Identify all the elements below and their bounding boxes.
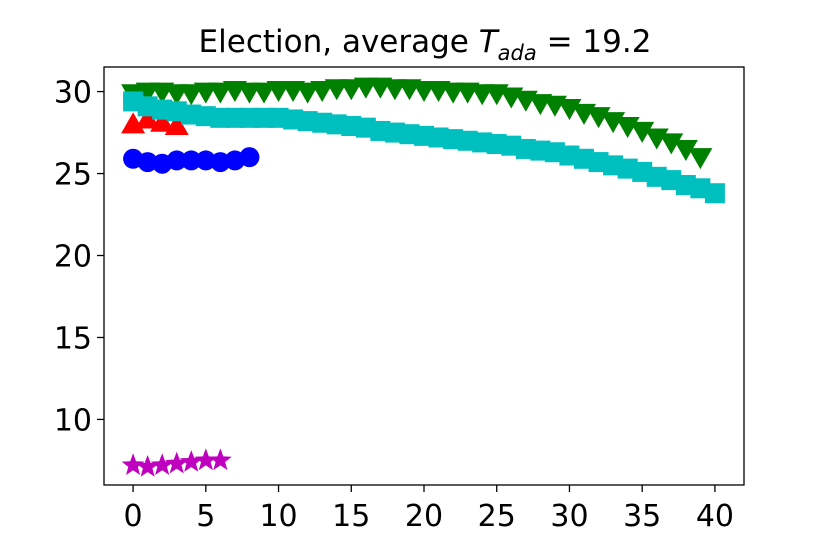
series-3-point-15 — [339, 79, 364, 101]
series-2-point-6 — [209, 448, 232, 471]
x-tick-label-5: 25 — [478, 499, 516, 534]
chart-title-subscript: ada — [498, 41, 537, 65]
axes: 0 5 10 15 20 25 30 35 40 10 15 20 25 30 — [54, 66, 745, 534]
data-marks — [121, 77, 725, 477]
chart-title-prefix: Election, average — [199, 24, 479, 60]
series-2-point-3 — [165, 451, 189, 474]
series-3-point-35 — [630, 121, 655, 143]
chart-title-suffix: = 19.2 — [537, 24, 652, 60]
series-2-point-5 — [194, 448, 218, 471]
series-3-point-12 — [295, 82, 320, 104]
x-tick-label-0: 0 — [124, 499, 143, 534]
chart-title-symbol: T — [479, 24, 500, 60]
series-3-point-6 — [208, 82, 233, 104]
x-tick-label-6: 30 — [550, 499, 588, 534]
series-1-point-6 — [210, 152, 231, 173]
chart-title: Election, average Tada = 19.2 — [199, 24, 652, 65]
x-tick-label-3: 15 — [332, 499, 370, 534]
series-1-point-3 — [166, 150, 187, 171]
series-0-point-1 — [135, 107, 160, 129]
y-tick-label-0: 10 — [54, 403, 92, 438]
series-3-point-38 — [673, 139, 698, 161]
series-2-point-4 — [179, 450, 203, 472]
series-3-point-37 — [659, 133, 684, 155]
x-tick-label-8: 40 — [696, 499, 734, 534]
series-3-point-39 — [688, 148, 713, 170]
series-1-point-5 — [195, 150, 216, 171]
series-0-point-2 — [150, 110, 175, 132]
series-1-point-1 — [137, 152, 158, 173]
y-tick-label-2: 20 — [54, 240, 92, 275]
series-3-point-13 — [310, 80, 335, 102]
x-tick-label-4: 20 — [405, 499, 443, 534]
y-tick-label-3: 25 — [54, 158, 92, 193]
series-0-point-3 — [164, 114, 189, 136]
y-tick-label-4: 30 — [54, 76, 92, 111]
series-2-point-2 — [150, 453, 174, 475]
x-tick-label-7: 35 — [623, 499, 661, 534]
series-3-point-4 — [179, 84, 204, 106]
series-1-point-8 — [239, 147, 260, 168]
series-3-point-9 — [252, 82, 276, 104]
x-tick-label-1: 5 — [196, 499, 215, 534]
y-tick-label-1: 15 — [54, 321, 92, 356]
series-2-point-1 — [136, 455, 159, 477]
series-1-point-4 — [181, 150, 202, 171]
series-4-point-40 — [704, 183, 725, 204]
series-2-point-0 — [121, 453, 145, 475]
x-tick-label-2: 10 — [259, 499, 297, 534]
